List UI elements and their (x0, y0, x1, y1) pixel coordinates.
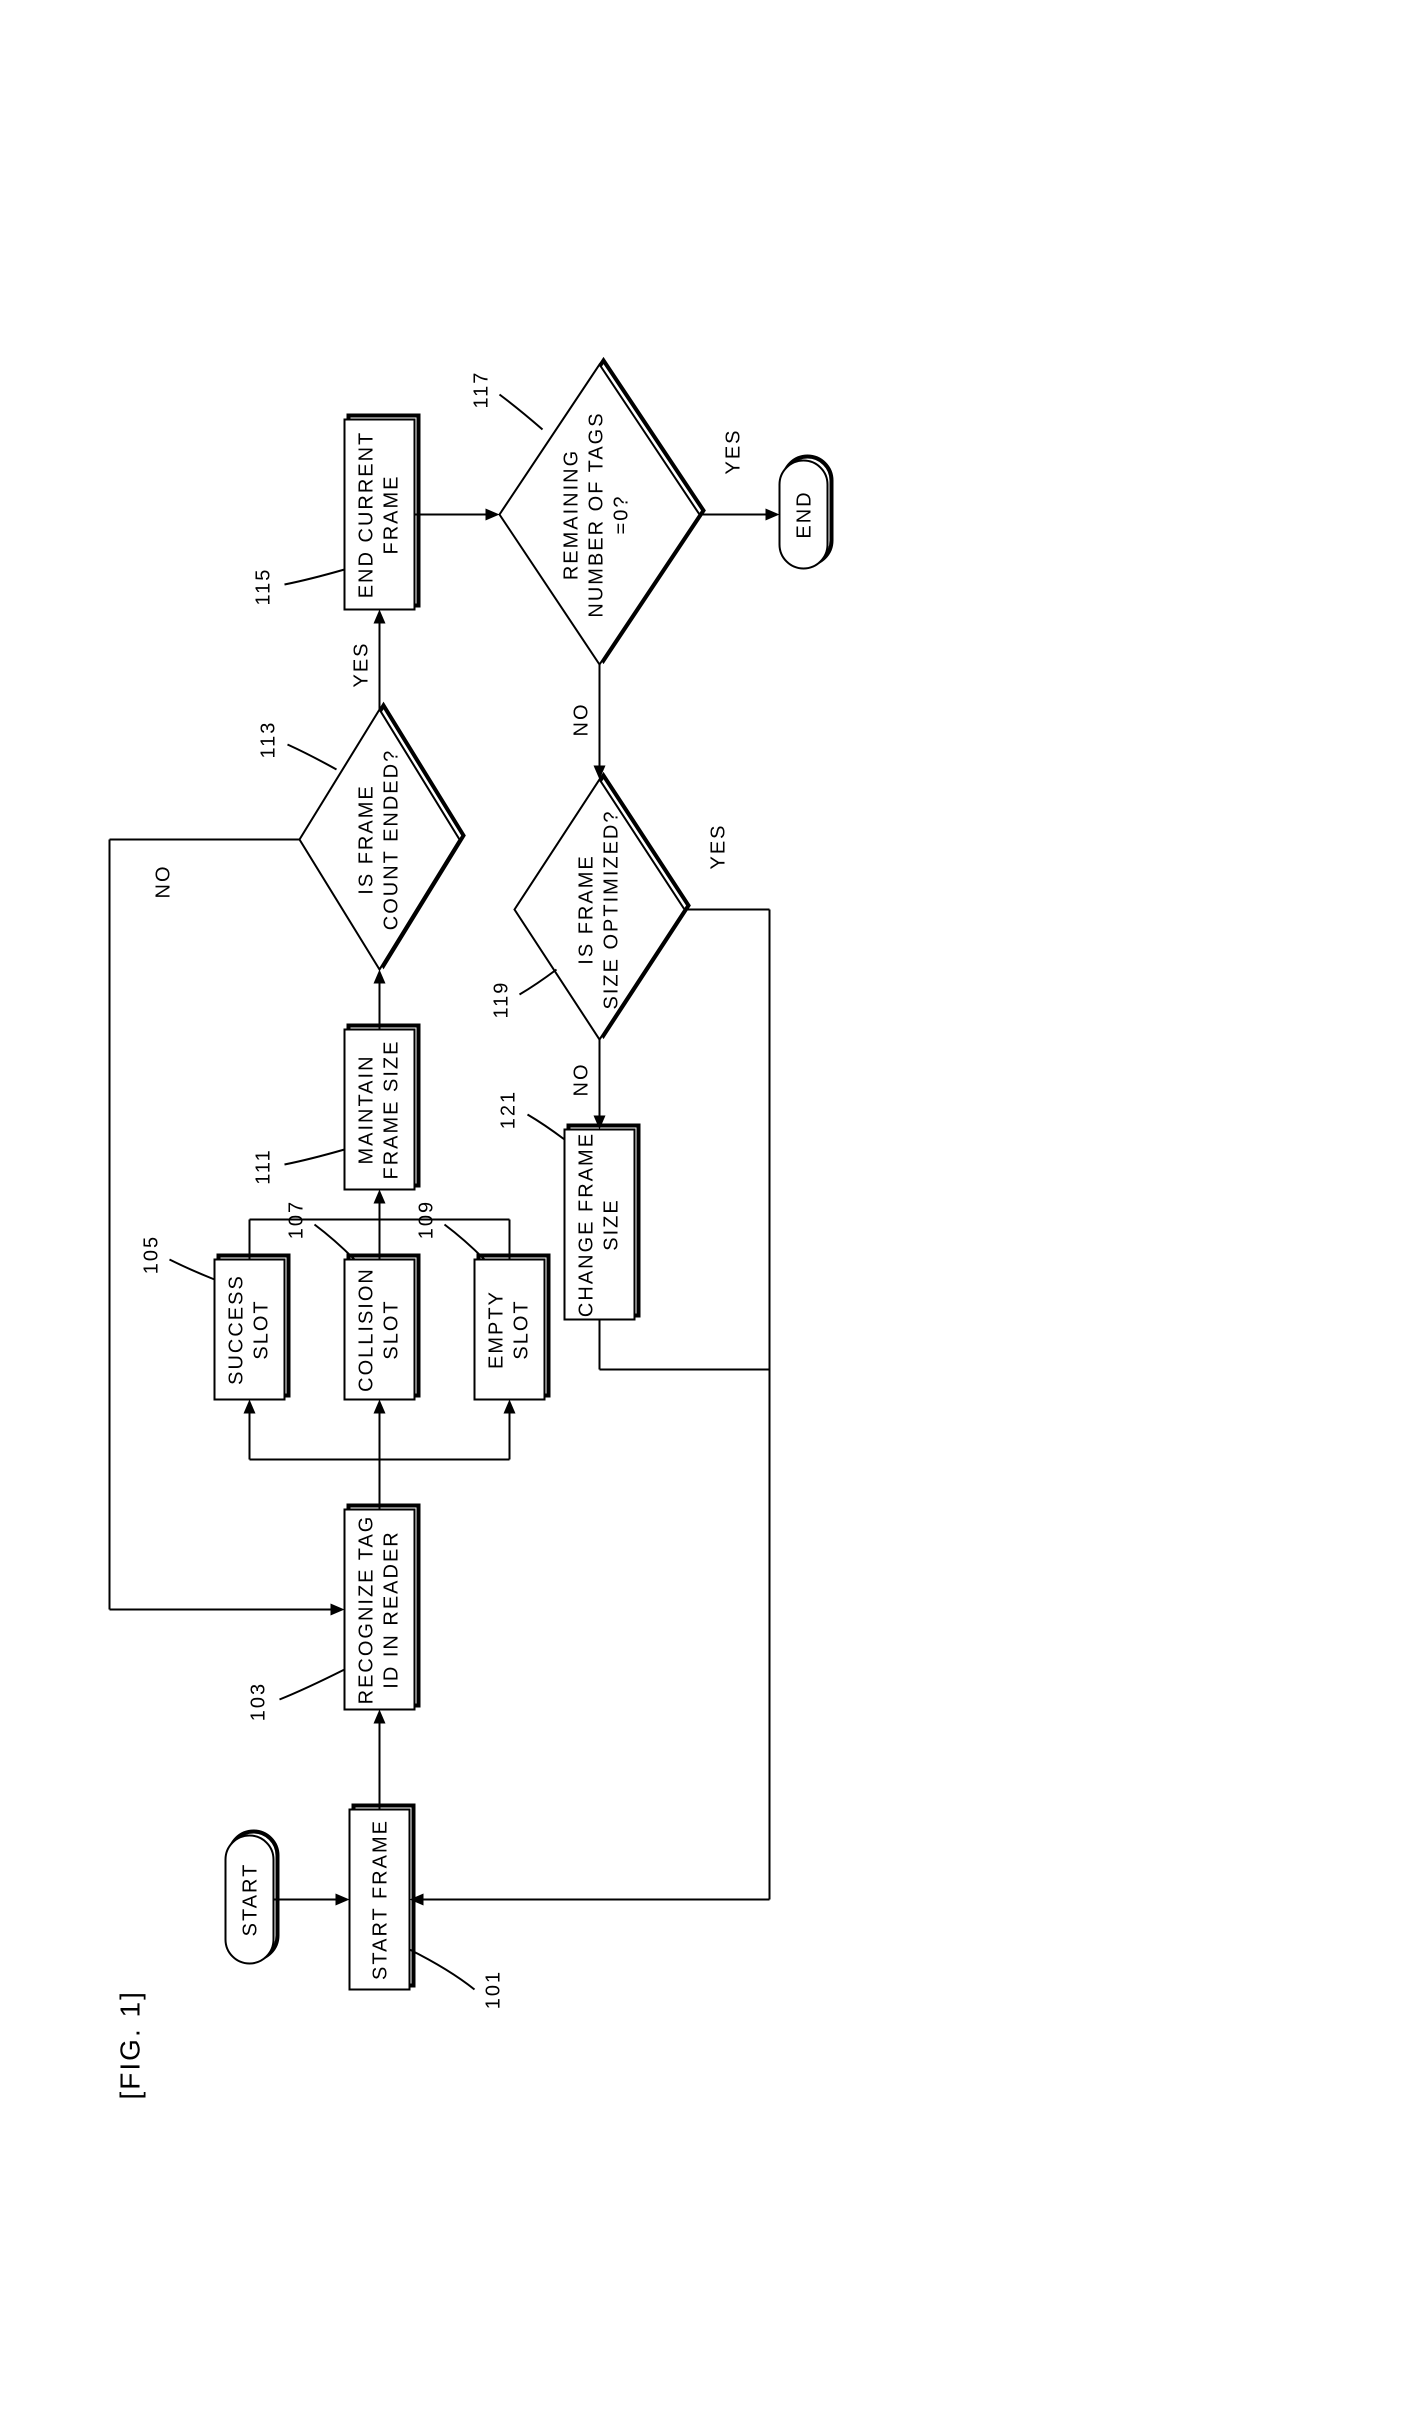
leader-121: 121 (498, 1090, 565, 1140)
edge-change-loop (600, 1320, 770, 1370)
svg-text:SIZE OPTIMIZED?: SIZE OPTIMIZED? (601, 809, 623, 1009)
edge-recognize-branch (244, 1400, 516, 1510)
leader-103: 103 (248, 1670, 345, 1722)
edge-framesize-no: NO (571, 1040, 606, 1130)
svg-text:END: END (794, 490, 816, 538)
edge-framecount-yes: YES (351, 610, 386, 710)
collision-node: COLLISION SLOT (345, 1256, 419, 1400)
leader-105: 105 (141, 1235, 215, 1280)
svg-text:REMAINING: REMAINING (561, 449, 583, 580)
maintain-node: MAINTAIN FRAME SIZE (345, 1026, 419, 1190)
svg-text:NUMBER OF TAGS: NUMBER OF TAGS (586, 411, 608, 617)
figure-label: [FIG. 1] (115, 1990, 146, 2099)
svg-text:115: 115 (253, 568, 275, 606)
svg-text:NO: NO (571, 703, 593, 737)
leader-113: 113 (258, 721, 337, 770)
svg-text:105: 105 (141, 1235, 163, 1274)
success-node: SUCCESS SLOT (215, 1256, 289, 1400)
svg-text:103: 103 (248, 1682, 270, 1721)
recognize-node: RECOGNIZE TAG ID IN READER (345, 1506, 419, 1710)
svg-text:COLLISION: COLLISION (356, 1267, 378, 1392)
leader-109: 109 (416, 1200, 485, 1260)
svg-text:FRAME SIZE: FRAME SIZE (381, 1039, 403, 1179)
svg-text:RECOGNIZE TAG: RECOGNIZE TAG (356, 1515, 378, 1705)
svg-text:NO: NO (571, 1063, 593, 1097)
edge-remaining-yes: YES (700, 428, 780, 520)
svg-text:SUCCESS: SUCCESS (226, 1274, 248, 1385)
svg-text:SLOT: SLOT (251, 1299, 273, 1359)
figure-page: [FIG. 1] START START FRAME 101 (0, 0, 1409, 2430)
svg-text:FRAME: FRAME (381, 475, 403, 555)
empty-node: EMPTY SLOT (475, 1256, 549, 1400)
leader-115: 115 (253, 568, 345, 606)
edge-maintain-framecount (374, 970, 386, 1030)
end-node: END (780, 457, 832, 569)
edge-endcurrent-remaining (415, 509, 500, 521)
svg-text:START: START (240, 1863, 262, 1937)
svg-text:SIZE: SIZE (601, 1198, 623, 1250)
leader-111: 111 (253, 1148, 345, 1184)
svg-text:CHANGE FRAME: CHANGE FRAME (576, 1132, 598, 1317)
svg-text:113: 113 (258, 721, 280, 759)
svg-text:119: 119 (491, 981, 513, 1019)
leader-117: 117 (471, 371, 543, 430)
svg-text:111: 111 (253, 1148, 275, 1184)
svg-text:IS FRAME: IS FRAME (576, 854, 598, 964)
leader-107: 107 (286, 1200, 355, 1260)
svg-text:ID IN READER: ID IN READER (381, 1530, 403, 1688)
svg-text:END CURRENT: END CURRENT (356, 431, 378, 599)
svg-text:YES: YES (723, 428, 745, 474)
end-current-node: END CURRENT FRAME (345, 416, 419, 610)
svg-text:=0?: =0? (611, 495, 633, 535)
svg-text:101: 101 (483, 1970, 505, 2009)
svg-text:SLOT: SLOT (511, 1299, 533, 1359)
start-frame-node: START FRAME (350, 1806, 414, 1990)
svg-text:YES: YES (351, 641, 373, 687)
svg-text:YES: YES (708, 823, 730, 869)
svg-text:IS FRAME: IS FRAME (356, 784, 378, 894)
edge-remaining-no: NO (571, 665, 606, 780)
svg-text:MAINTAIN: MAINTAIN (356, 1054, 378, 1164)
svg-text:117: 117 (471, 371, 493, 409)
edge-start-startframe (274, 1894, 350, 1906)
svg-text:NO: NO (153, 865, 175, 899)
svg-text:EMPTY: EMPTY (486, 1290, 508, 1369)
flowchart-svg: [FIG. 1] START START FRAME 101 (0, 0, 1409, 2430)
svg-text:121: 121 (498, 1090, 520, 1129)
svg-text:START FRAME: START FRAME (370, 1819, 392, 1980)
leader-101: 101 (410, 1950, 505, 2010)
edge-framecount-no: NO (110, 840, 345, 1616)
remaining-node: REMAINING NUMBER OF TAGS =0? (500, 361, 704, 665)
edge-startframe-recognize (374, 1710, 386, 1810)
frame-count-node: IS FRAME COUNT ENDED? (300, 706, 464, 970)
change-node: CHANGE FRAME SIZE (565, 1126, 639, 1320)
start-node: START (226, 1832, 278, 1964)
leader-119: 119 (491, 970, 557, 1019)
svg-text:SLOT: SLOT (381, 1299, 403, 1359)
frame-size-node: IS FRAME SIZE OPTIMIZED? (515, 776, 689, 1040)
svg-text:COUNT ENDED?: COUNT ENDED? (381, 749, 403, 930)
